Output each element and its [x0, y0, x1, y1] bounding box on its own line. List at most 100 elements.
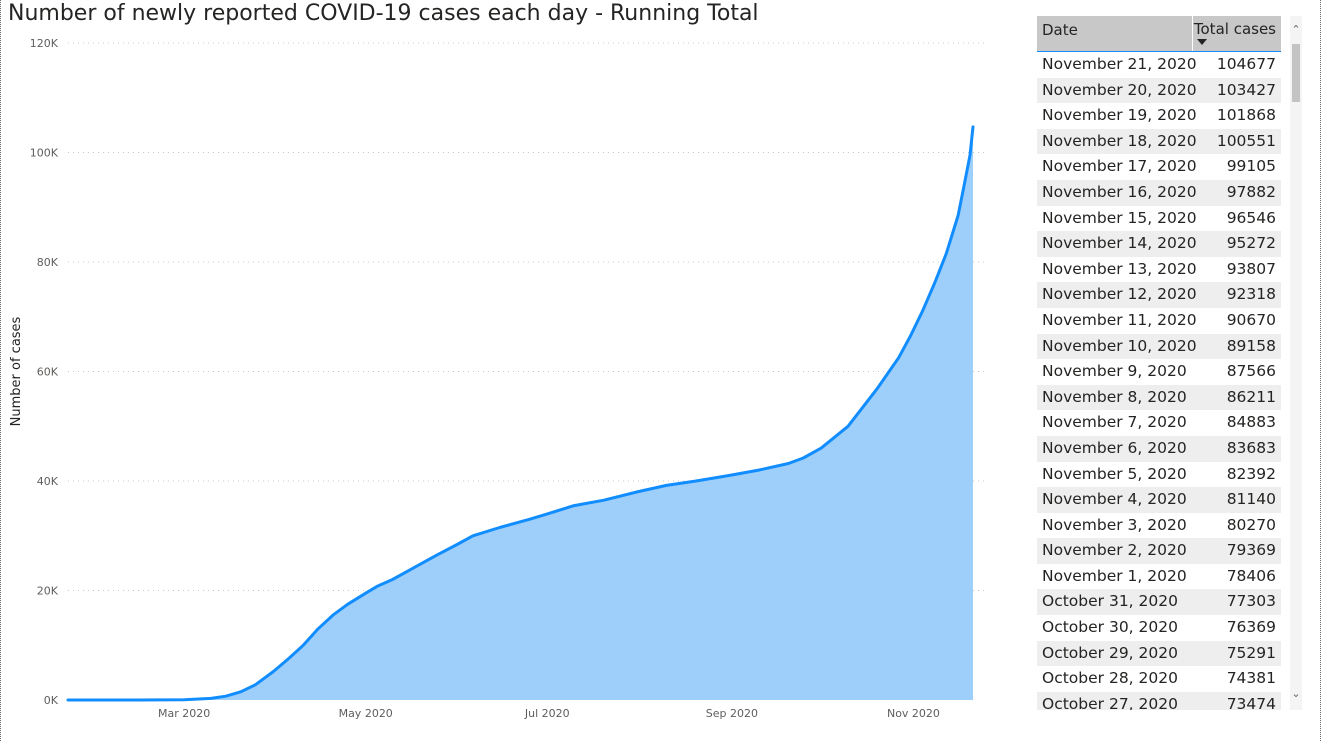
cell-date: October 31, 2020: [1042, 592, 1178, 611]
cell-date: November 4, 2020: [1042, 490, 1187, 509]
cell-total-cases: 95272: [1226, 234, 1276, 253]
y-tick-label: 40K: [37, 475, 59, 488]
table-row[interactable]: November 9, 2020 87566: [1037, 359, 1281, 385]
table-row[interactable]: November 20, 2020 103427: [1037, 77, 1281, 104]
cell-total-cases: 84883: [1226, 413, 1276, 432]
cell-total-cases: 104677: [1216, 55, 1276, 73]
table-row[interactable]: November 12, 2020 92318: [1037, 282, 1281, 308]
cell-date: November 17, 2020: [1042, 157, 1197, 176]
cell-date: November 18, 2020: [1042, 131, 1197, 150]
table-row[interactable]: November 6, 2020 83683: [1037, 435, 1281, 462]
table-row[interactable]: November 4, 2020 81140: [1037, 487, 1281, 513]
table-row[interactable]: November 15, 2020 96546: [1037, 205, 1281, 232]
cell-date: November 1, 2020: [1042, 566, 1187, 585]
cell-date: November 10, 2020: [1042, 336, 1197, 355]
data-table[interactable]: Date Total cases November 21, 2020 104677…: [1037, 16, 1303, 710]
y-tick-label: 0K: [44, 694, 59, 707]
cell-date: November 13, 2020: [1042, 259, 1197, 278]
cell-date: November 6, 2020: [1042, 438, 1187, 457]
table-row[interactable]: November 17, 2020 99105: [1037, 154, 1281, 180]
table-row[interactable]: November 5, 2020 82392: [1037, 461, 1281, 488]
table-row[interactable]: November 21, 2020 104677: [1037, 52, 1281, 78]
visual-border-right: [1320, 0, 1321, 741]
cell-date: November 9, 2020: [1042, 362, 1187, 381]
y-tick-label: 100K: [30, 147, 59, 160]
cell-date: November 5, 2020: [1042, 464, 1187, 483]
y-tick-label: 80K: [37, 256, 59, 269]
column-header-total-cases[interactable]: Total cases: [1193, 20, 1276, 38]
cell-total-cases: 82392: [1226, 464, 1276, 483]
y-tick-label: 20K: [37, 585, 59, 598]
table-header: Date Total cases: [1037, 16, 1281, 52]
column-header-date[interactable]: Date: [1042, 21, 1078, 39]
cell-date: November 11, 2020: [1042, 310, 1197, 329]
chart-title: Number of newly reported COVID-19 cases …: [8, 1, 759, 26]
cell-date: October 29, 2020: [1042, 643, 1178, 662]
table-row[interactable]: November 2, 2020 79369: [1037, 538, 1281, 564]
series-area: [68, 126, 973, 700]
y-tick-label: 120K: [30, 37, 59, 50]
cell-total-cases: 90670: [1226, 310, 1276, 329]
chevron-up-icon[interactable]: ⌃: [1291, 23, 1301, 36]
table-row[interactable]: November 11, 2020 90670: [1037, 307, 1281, 334]
table-row[interactable]: November 8, 2020 86211: [1037, 384, 1281, 411]
cell-total-cases: 89158: [1226, 336, 1276, 355]
table-row[interactable]: October 30, 2020 76369: [1037, 615, 1281, 641]
table-row[interactable]: November 1, 2020 78406: [1037, 563, 1281, 590]
table-row[interactable]: November 3, 2020 80270: [1037, 512, 1281, 539]
cell-total-cases: 83683: [1226, 438, 1276, 457]
cell-total-cases: 78406: [1226, 566, 1276, 585]
table-row[interactable]: October 27, 2020 73474: [1037, 691, 1281, 710]
sort-descending-icon: [1197, 39, 1207, 45]
cell-total-cases: 101868: [1216, 106, 1276, 125]
x-tick-label: Mar 2020: [158, 707, 210, 720]
cell-date: November 8, 2020: [1042, 387, 1187, 406]
table-row[interactable]: November 10, 2020 89158: [1037, 333, 1281, 360]
cell-total-cases: 73474: [1226, 694, 1276, 710]
chevron-down-icon[interactable]: ⌄: [1291, 687, 1301, 700]
visual-border-left: [0, 0, 1, 741]
table-body: November 21, 2020 104677 November 20, 2020…: [1037, 52, 1281, 710]
cell-date: November 3, 2020: [1042, 515, 1187, 534]
x-tick-label: Jul 2020: [524, 707, 570, 720]
cell-date: November 7, 2020: [1042, 413, 1187, 432]
table-row[interactable]: November 16, 2020 97882: [1037, 179, 1281, 206]
x-tick-label: Nov 2020: [887, 707, 940, 720]
area-chart[interactable]: 0K 20K 40K 60K 80K 100K 120K Mar 2020 May 2020 Ju…: [0, 0, 1000, 741]
cell-total-cases: 97882: [1226, 182, 1276, 201]
cell-total-cases: 77303: [1226, 592, 1276, 611]
cell-total-cases: 75291: [1226, 643, 1276, 662]
cell-total-cases: 79369: [1226, 541, 1276, 560]
cell-date: November 21, 2020: [1042, 55, 1197, 73]
table-row[interactable]: November 13, 2020 93807: [1037, 256, 1281, 283]
cell-date: November 20, 2020: [1042, 80, 1197, 99]
table-row[interactable]: November 19, 2020 101868: [1037, 103, 1281, 129]
table-row[interactable]: November 14, 2020 95272: [1037, 231, 1281, 257]
table-row[interactable]: November 18, 2020 100551: [1037, 128, 1281, 155]
cell-date: November 14, 2020: [1042, 234, 1197, 253]
table-row[interactable]: November 7, 2020 84883: [1037, 410, 1281, 436]
scroll-thumb[interactable]: [1292, 44, 1300, 102]
table-row[interactable]: October 29, 2020 75291: [1037, 640, 1281, 667]
table-scrollbar[interactable]: ⌃ ⌄: [1290, 16, 1302, 710]
cell-date: October 27, 2020: [1042, 694, 1178, 710]
cell-total-cases: 96546: [1226, 208, 1276, 227]
cell-date: November 15, 2020: [1042, 208, 1197, 227]
cell-total-cases: 80270: [1226, 515, 1276, 534]
x-tick-label: Sep 2020: [706, 707, 758, 720]
cell-total-cases: 103427: [1216, 80, 1276, 99]
cell-total-cases: 99105: [1226, 157, 1276, 176]
series-line: [66, 125, 975, 702]
cell-total-cases: 74381: [1226, 669, 1276, 688]
table-row[interactable]: October 31, 2020 77303: [1037, 589, 1281, 616]
cell-total-cases: 92318: [1226, 285, 1276, 304]
cell-total-cases: 76369: [1226, 618, 1276, 637]
cell-total-cases: 87566: [1226, 362, 1276, 381]
column-divider: [1192, 16, 1193, 51]
cell-total-cases: 100551: [1216, 131, 1276, 150]
cell-total-cases: 81140: [1226, 490, 1276, 509]
cell-date: November 19, 2020: [1042, 106, 1197, 125]
cell-date: November 2, 2020: [1042, 541, 1187, 560]
cell-date: October 30, 2020: [1042, 618, 1178, 637]
table-row[interactable]: October 28, 2020 74381: [1037, 666, 1281, 692]
